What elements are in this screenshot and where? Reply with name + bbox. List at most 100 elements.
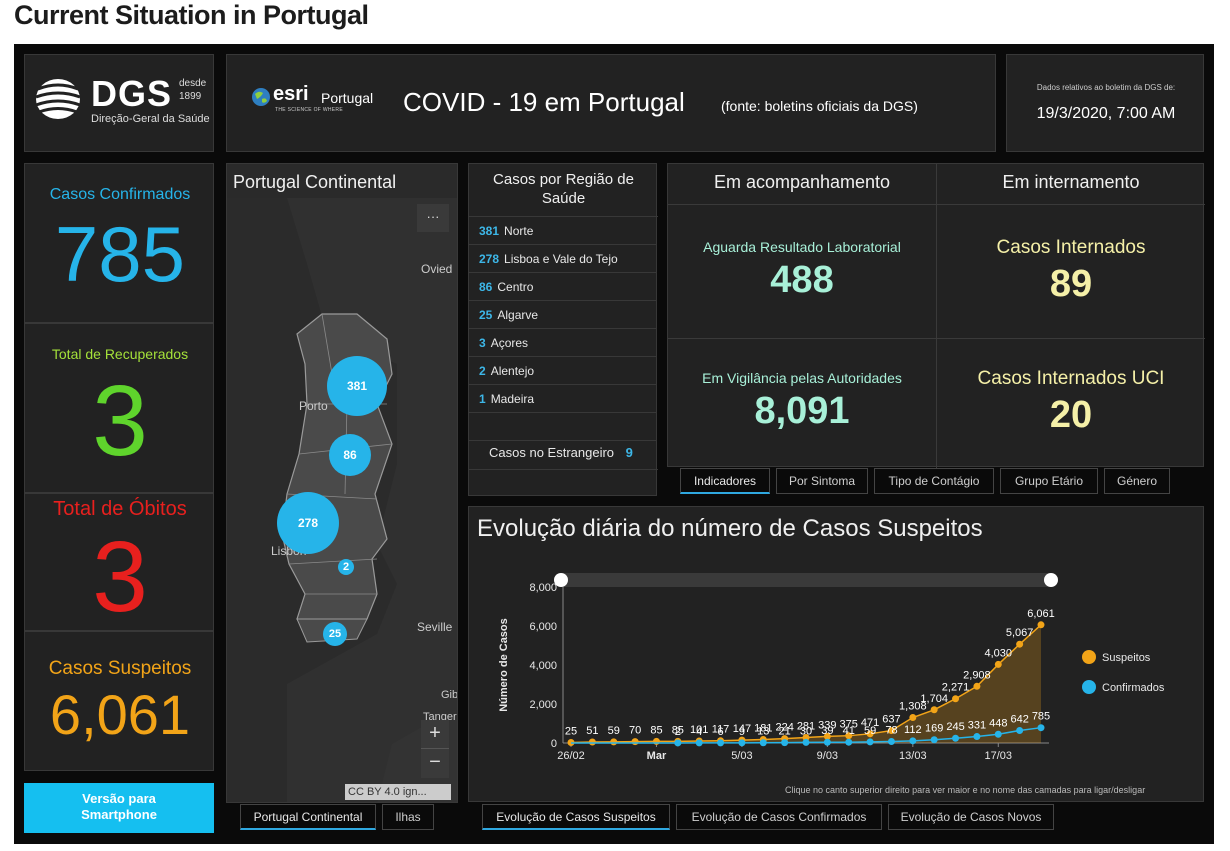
dgs-logo-desde: desde — [179, 78, 207, 89]
region-item-algarve[interactable]: 25 Algarve — [469, 301, 656, 329]
region-count: 1 — [479, 392, 486, 406]
suspected-data-label: 101 — [690, 724, 708, 736]
place-label-gibraltar: Gib — [441, 689, 458, 701]
esri-logo-text: esri — [273, 83, 309, 105]
tab-indicadores[interactable]: Indicadores — [680, 468, 770, 494]
indicators-mid-line — [668, 338, 1205, 339]
tab-evolucao-novos[interactable]: Evolução de Casos Novos — [888, 804, 1054, 830]
region-item-lisboa[interactable]: 278 Lisboa e Vale do Tejo — [469, 245, 656, 273]
confirmed-point — [823, 738, 831, 746]
dgs-logo-text: DGS — [91, 73, 173, 114]
suspected-point — [1016, 640, 1024, 648]
dgs-logo-year: 1899 — [179, 91, 202, 102]
suspected-point — [610, 738, 618, 746]
region-count: 3 — [479, 336, 486, 350]
cluster-alentejo[interactable]: 2 — [338, 559, 354, 575]
region-item-acores[interactable]: 3 Açores — [469, 329, 656, 357]
suspected-data-label: 2,271 — [942, 682, 970, 694]
regions-panel: Casos por Região de Saúde 381 Norte 278 Li… — [468, 163, 658, 496]
x-tick-label: 9/03 — [817, 750, 838, 762]
regions-title: Casos por Região de Saúde — [493, 171, 634, 207]
abroad-row[interactable]: Casos no Estrangeiro 9 — [469, 436, 658, 470]
suspected-point — [631, 738, 639, 746]
suspected-data-label: 4,030 — [985, 647, 1013, 659]
y-tick-label: 8,000 — [529, 582, 557, 594]
region-item-centro[interactable]: 86 Centro — [469, 273, 656, 301]
confirmed-point — [973, 733, 981, 741]
region-item-madeira[interactable]: 1 Madeira — [469, 385, 656, 413]
confirmed-data-label: 169 — [925, 723, 943, 735]
region-item-alentejo[interactable]: 2 Alentejo — [469, 357, 656, 385]
region-count: 25 — [479, 308, 493, 322]
suspected-label: Casos Suspeitos — [48, 658, 192, 679]
confirmed-point — [738, 739, 746, 747]
dgs-logo-subtitle: Direção-Geral da Saúde — [91, 113, 210, 125]
cluster-lisboa-label: 278 — [297, 516, 319, 530]
suspected-point — [1037, 621, 1045, 629]
confirmed-data-label: 448 — [989, 717, 1007, 729]
confirmed-point — [845, 738, 853, 746]
x-tick-label: 26/02 — [557, 750, 585, 762]
confirmed-point — [759, 739, 767, 747]
suspected-data-label: 2,908 — [963, 669, 991, 681]
chart-title: Evolução diária do número de Casos Suspe… — [477, 515, 983, 542]
tab-por-sintoma[interactable]: Por Sintoma — [776, 468, 868, 494]
indicators-header-line — [668, 204, 1205, 205]
place-label-seville: Seville — [417, 620, 453, 634]
tab-evolucao-confirmados[interactable]: Evolução de Casos Confirmados — [676, 804, 882, 830]
tab-genero[interactable]: Género — [1104, 468, 1170, 494]
map-attribution[interactable]: CC BY 4.0 ign... — [345, 784, 451, 800]
tab-evolucao-suspeitos[interactable]: Evolução de Casos Suspeitos — [482, 804, 670, 830]
suspected-point — [994, 660, 1002, 668]
suspected-data-label: 70 — [629, 725, 641, 737]
cluster-algarve[interactable]: 25 — [323, 622, 347, 646]
confirmed-data-label: 331 — [968, 720, 986, 732]
legend-marker — [1082, 650, 1096, 664]
suspected-data-label: 25 — [565, 726, 577, 738]
range-slider-handle-right[interactable] — [1044, 573, 1058, 587]
cluster-norte[interactable]: 381 — [327, 356, 387, 416]
tab-tipo-contagio[interactable]: Tipo de Contágio — [874, 468, 994, 494]
recovered-value: 3 — [92, 365, 148, 477]
tab-ilhas[interactable]: Ilhas — [382, 804, 434, 830]
indicators-col2-title: Em internamento — [1002, 172, 1140, 192]
confirmed-data-label: 2 — [675, 726, 681, 738]
region-count: 278 — [479, 252, 500, 266]
confirmed-data-label: 41 — [843, 725, 855, 737]
smartphone-version-button[interactable]: Versão para Smartphone — [24, 783, 214, 833]
surveillance-label: Em Vigilância pelas Autoridades — [702, 370, 902, 386]
y-tick-label: 6,000 — [529, 621, 557, 633]
zoom-in-button[interactable]: + — [421, 720, 449, 749]
cluster-lisboa[interactable]: 278 — [277, 492, 339, 554]
tab-portugal-continental[interactable]: Portugal Continental — [240, 804, 376, 830]
confirmed-data-label: 78 — [885, 724, 897, 736]
suspected-cases-chart[interactable]: 0 2,000 4,000 6,000 8,000 Número de Casos 26/0… — [469, 507, 1205, 803]
confirmed-data-label: 112 — [904, 724, 922, 736]
recovered-label: Total de Recuperados — [51, 346, 189, 362]
cluster-centro[interactable]: 86 — [329, 434, 371, 476]
portugal-map[interactable] — [227, 164, 458, 803]
page-title: Current Situation in Portugal — [14, 0, 369, 30]
chart-footnote: Clique no canto superior direito para ve… — [785, 785, 1146, 795]
map-panel[interactable]: Portugal Continental ··· Ovied Porto Lis… — [226, 163, 458, 803]
tab-grupo-etario[interactable]: Grupo Etário — [1000, 468, 1098, 494]
icu-label: Casos Internados UCI — [977, 368, 1165, 389]
suspected-data-label: 339 — [818, 719, 836, 731]
suspected-data-label: 471 — [861, 717, 879, 729]
suspected-value: 6,061 — [49, 683, 191, 746]
range-slider-handle-left[interactable] — [554, 573, 568, 587]
suspected-data-label: 59 — [608, 725, 620, 737]
confirmed-point — [802, 738, 810, 746]
recovered-panel: Total de Recuperados 3 — [24, 323, 214, 493]
dashboard-title: COVID - 19 em Portugal — [403, 87, 685, 117]
dashboard-source: (fonte: boletins oficiais da DGS) — [721, 98, 918, 114]
confirmed-data-label: 785 — [1032, 711, 1050, 723]
map-menu-button[interactable]: ··· — [417, 204, 449, 232]
suspected-data-label: 375 — [840, 719, 858, 731]
confirmed-point — [1016, 726, 1024, 734]
indicators-divider — [936, 164, 937, 468]
dashboard: DGS desde 1899 Direção-Geral da Saúde es… — [14, 44, 1214, 844]
region-item-norte[interactable]: 381 Norte — [469, 217, 656, 245]
confirmed-point — [930, 736, 938, 744]
zoom-out-button[interactable]: − — [429, 751, 441, 773]
